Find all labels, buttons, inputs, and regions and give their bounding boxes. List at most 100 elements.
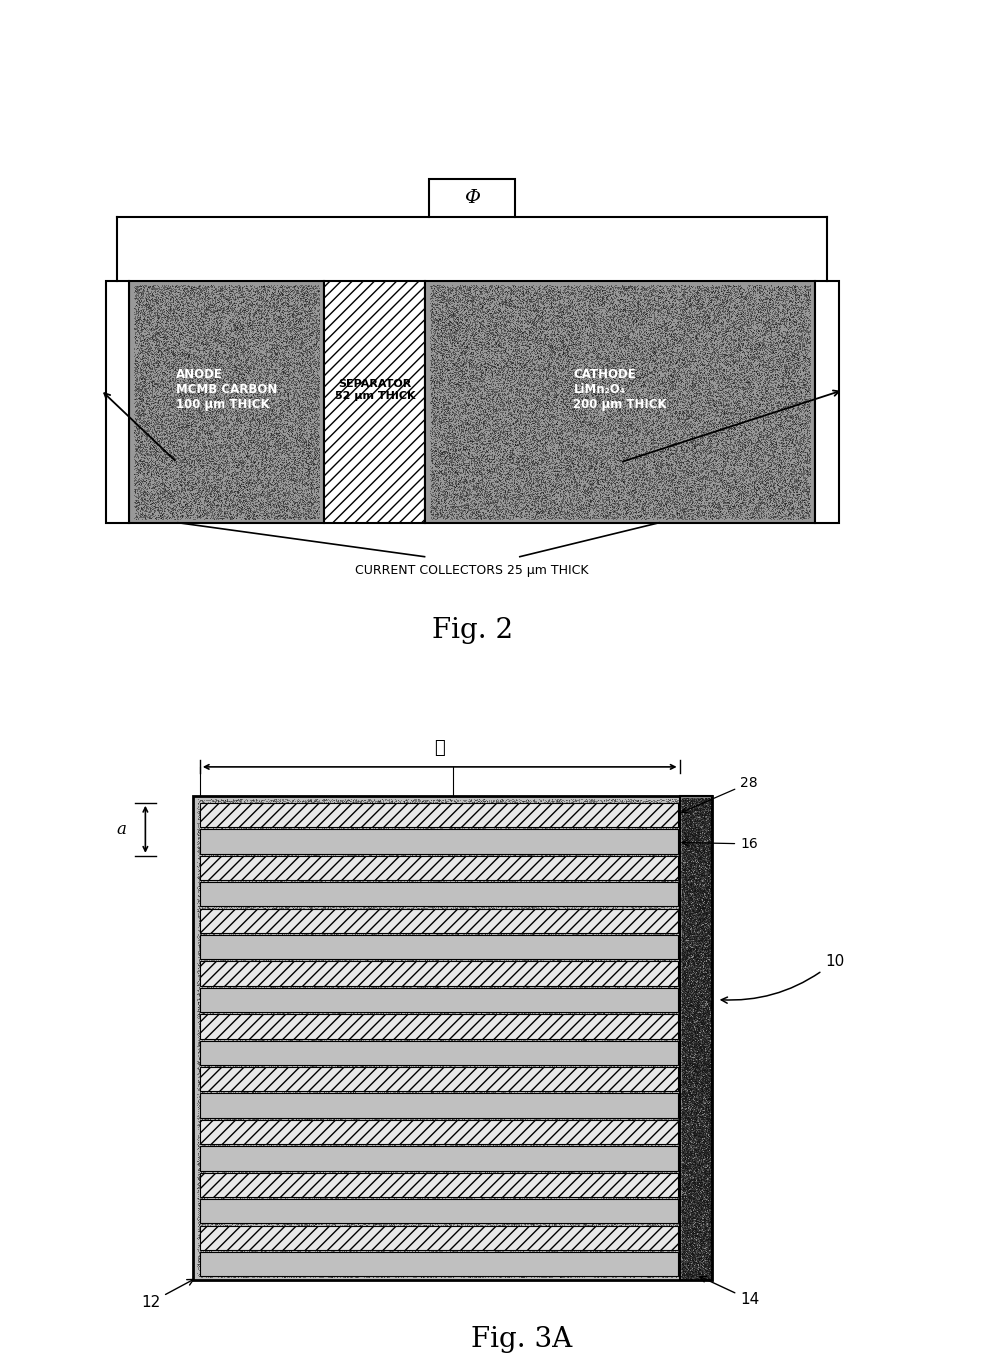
Point [689, 1213, 705, 1235]
Point [619, 986, 635, 1008]
Point [269, 1093, 285, 1115]
Point [657, 996, 673, 1018]
Point [529, 811, 545, 833]
Point [368, 1043, 384, 1065]
Point [303, 1257, 318, 1279]
Point [453, 985, 469, 1007]
Point [542, 837, 558, 859]
Point [621, 427, 637, 449]
Point [522, 1047, 538, 1069]
Point [237, 1092, 253, 1114]
Point [208, 932, 224, 954]
Point [700, 1244, 716, 1266]
Point [408, 827, 424, 849]
Point [694, 1008, 710, 1030]
Point [298, 1261, 313, 1283]
Point [258, 1202, 274, 1224]
Point [469, 351, 485, 373]
Point [311, 1104, 327, 1126]
Point [400, 1242, 416, 1264]
Point [353, 991, 369, 1013]
Point [682, 1015, 697, 1037]
Point [305, 837, 320, 859]
Point [216, 402, 232, 424]
Point [677, 908, 692, 930]
Point [685, 819, 701, 841]
Point [151, 456, 167, 477]
Point [351, 921, 367, 943]
Point [507, 1213, 523, 1235]
Point [642, 826, 658, 848]
Point [618, 877, 634, 899]
Point [680, 1111, 695, 1133]
Point [790, 438, 806, 460]
Point [210, 435, 226, 457]
Point [539, 1103, 555, 1125]
Point [522, 1019, 538, 1041]
Point [474, 873, 490, 895]
Point [322, 1246, 338, 1268]
Point [684, 1253, 700, 1275]
Point [392, 1254, 408, 1276]
Point [347, 888, 363, 910]
Point [456, 977, 472, 999]
Point [459, 325, 475, 347]
Point [687, 1111, 703, 1133]
Point [718, 418, 734, 440]
Point [687, 838, 703, 860]
Point [329, 1018, 345, 1040]
Point [787, 318, 803, 340]
Point [680, 807, 695, 829]
Point [419, 1190, 434, 1211]
Point [478, 870, 494, 892]
Point [235, 379, 251, 401]
Point [223, 1050, 239, 1072]
Point [697, 1043, 713, 1065]
Point [489, 1206, 505, 1228]
Point [383, 884, 399, 906]
Point [585, 1163, 601, 1185]
Point [272, 1047, 288, 1069]
Point [596, 879, 612, 901]
Point [535, 934, 551, 956]
Point [430, 818, 445, 840]
Point [669, 840, 684, 862]
Point [562, 1187, 578, 1209]
Point [318, 888, 334, 910]
Point [303, 302, 318, 324]
Point [692, 1144, 708, 1166]
Point [536, 1254, 552, 1276]
Point [249, 914, 265, 936]
Point [526, 1184, 542, 1206]
Point [263, 986, 279, 1008]
Point [433, 344, 448, 366]
Point [244, 1209, 260, 1231]
Point [456, 499, 472, 521]
Point [656, 1261, 672, 1283]
Point [208, 1246, 224, 1268]
Point [290, 1102, 306, 1124]
Point [252, 1102, 268, 1124]
Point [571, 1056, 587, 1078]
Point [528, 1014, 544, 1036]
Point [205, 1229, 221, 1251]
Point [568, 1185, 584, 1207]
Point [794, 436, 809, 458]
Point [247, 809, 263, 831]
Point [701, 1037, 717, 1059]
Point [482, 927, 498, 949]
Point [283, 1100, 299, 1122]
Point [301, 1085, 316, 1107]
Point [446, 397, 462, 418]
Point [425, 914, 440, 936]
Point [615, 1194, 631, 1216]
Point [589, 1246, 605, 1268]
Point [654, 1126, 670, 1148]
Point [238, 1137, 254, 1159]
Point [518, 1191, 534, 1213]
Point [503, 388, 519, 410]
Point [796, 394, 811, 416]
Point [468, 903, 484, 925]
Point [346, 981, 362, 1003]
Point [321, 1107, 337, 1129]
